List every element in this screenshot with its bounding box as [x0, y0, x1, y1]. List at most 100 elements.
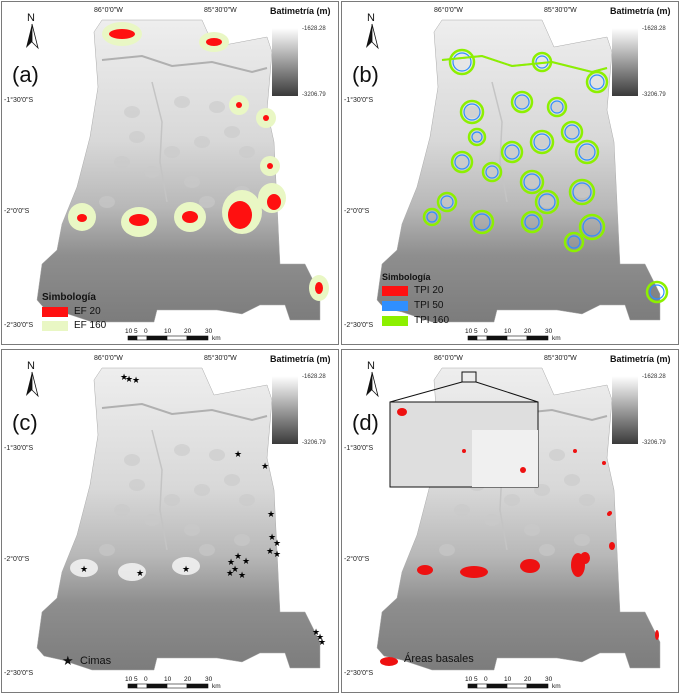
- bathymetry-title: Batimetría (m): [270, 6, 331, 16]
- tpi50-ring: [473, 213, 491, 231]
- summit-star-icon: ★: [125, 375, 133, 385]
- inset-zoom: [389, 371, 539, 488]
- summit-star-icon: ★: [267, 510, 275, 520]
- tpi50-ring: [426, 211, 438, 223]
- summit-highlight: [70, 559, 98, 577]
- tpi50-ring: [485, 165, 499, 179]
- tpi50-ring: [567, 235, 581, 249]
- bathymetry-gradient: [272, 28, 298, 96]
- legend-swatch-tpi160: [382, 316, 408, 326]
- legend-label-ef160: EF 160: [74, 320, 107, 331]
- ef20-zone: [109, 29, 135, 39]
- tpi160-ring: [546, 96, 568, 118]
- bathymetry-max: -1628.28: [302, 26, 326, 32]
- ef20-zone: [267, 194, 281, 210]
- lat-label-1: -1°30'0"S: [4, 445, 34, 452]
- bathymetry-max: -1628.28: [302, 374, 326, 380]
- bathymetry-min: -3206.79: [302, 440, 326, 446]
- scale-tick-label: 10: [504, 676, 512, 683]
- tpi160-ring: [450, 150, 474, 174]
- tpi50-ring: [524, 214, 540, 230]
- legend-label-tpi20: TPI 20: [414, 285, 444, 296]
- lat-label-2: -2°0'0"S: [4, 208, 30, 215]
- bathymetry-title: Batimetría (m): [270, 354, 331, 364]
- tpi50-ring: [589, 74, 605, 90]
- lat-label-3: -2°30'0"S: [344, 322, 374, 329]
- basal-area: [608, 511, 612, 515]
- scale-tick-label: 30: [545, 676, 553, 683]
- lat-label-3: -2°30'0"S: [4, 322, 34, 329]
- scale-tick-label: 30: [205, 676, 213, 683]
- tpi50-ring: [454, 154, 470, 170]
- summit-star-icon: ★: [227, 558, 235, 568]
- north-label: N: [27, 360, 35, 372]
- bathymetry-max: -1628.28: [642, 26, 666, 32]
- ef20-zone: [263, 115, 269, 121]
- legend-label-ef20: EF 20: [74, 306, 101, 317]
- panel-b: N 10 5 0 10 20 30 km (b) 86°0'0"W 85°30'0"W -1°…: [341, 1, 679, 345]
- bathymetry-gradient: [272, 376, 298, 444]
- tpi50-ring: [514, 94, 530, 110]
- tpi160-ring: [459, 99, 485, 125]
- legend-swatch-tpi20: [382, 286, 408, 296]
- legend-star-icon: ★: [62, 653, 74, 668]
- scale-unit-label: km: [212, 683, 221, 690]
- lat-label-2: -2°0'0"S: [344, 556, 370, 563]
- scale-tick-label: 30: [205, 328, 213, 335]
- scale-tick-label: 0: [144, 676, 148, 683]
- scale-tick-label: 10: [125, 676, 133, 683]
- north-arrow-icon: N: [26, 12, 39, 50]
- ef20-zone: [236, 102, 242, 108]
- panel-a: N 10 5 0 10 20 30 km (a) 86°0'0"W 85°30'0"W -1°…: [1, 1, 339, 345]
- ef20-zone: [206, 38, 222, 46]
- bathymetry-gradient: [612, 28, 638, 96]
- summit-star-icon: ★: [312, 628, 320, 638]
- scale-tick-label: 10: [125, 328, 133, 335]
- lat-label-3: -2°30'0"S: [4, 670, 34, 677]
- tpi50-ring: [578, 143, 596, 161]
- summit-star-icon: ★: [316, 633, 324, 643]
- tpi160-ring: [467, 127, 487, 147]
- summit-star-icon: ★: [136, 569, 144, 579]
- lon-label-west: 86°0'0"W: [434, 355, 463, 362]
- ef20-zone: [129, 214, 149, 226]
- scale-unit-label: km: [212, 335, 221, 342]
- north-label: N: [367, 12, 375, 24]
- scale-tick-label: 10: [164, 676, 172, 683]
- summit-star-icon: ★: [318, 638, 326, 648]
- scale-tick-label: 5: [134, 676, 138, 683]
- panel-label: (d): [352, 410, 379, 435]
- summit-highlight: [118, 563, 146, 581]
- lon-label-east: 85°30'0"W: [204, 7, 237, 14]
- legend-swatch-basal: [380, 657, 398, 666]
- summit-star-icon: ★: [273, 539, 281, 549]
- panel-label: (a): [12, 62, 39, 87]
- summit-star-icon: ★: [266, 547, 274, 557]
- bathymetry-max: -1628.28: [642, 374, 666, 380]
- basal-area: [573, 449, 577, 453]
- panel-label: (c): [12, 410, 38, 435]
- summit-star-icon: ★: [238, 571, 246, 581]
- tpi50-ring: [572, 182, 592, 202]
- tpi160-ring: [500, 140, 524, 164]
- basal-area: [520, 559, 540, 573]
- north-arrow-icon: N: [26, 360, 39, 398]
- lat-label-3: -2°30'0"S: [344, 670, 374, 677]
- scale-tick-label: 5: [474, 676, 478, 683]
- tpi160-ring: [563, 231, 585, 253]
- bathymetry-min: -3206.79: [302, 92, 326, 98]
- basal-area: [580, 552, 590, 564]
- tpi160-ring: [510, 90, 534, 114]
- bathymetry-min: -3206.79: [642, 92, 666, 98]
- scale-unit-label: km: [552, 683, 561, 690]
- tpi50-ring: [471, 131, 483, 143]
- tpi50-ring: [452, 52, 472, 72]
- scale-tick-label: 30: [545, 328, 553, 335]
- legend-swatch-ef20: [42, 307, 68, 317]
- basal-area: [417, 565, 433, 575]
